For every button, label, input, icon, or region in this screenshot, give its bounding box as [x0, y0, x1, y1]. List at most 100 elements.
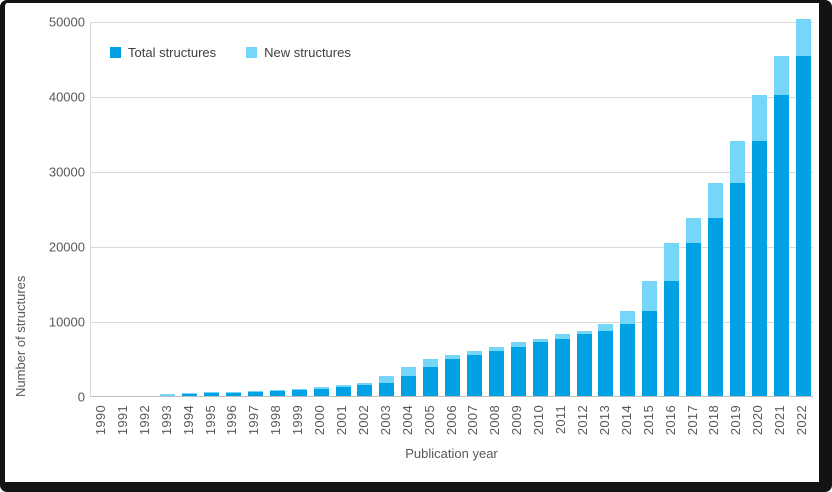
bar-new-segment — [532, 339, 548, 343]
bar-new-segment — [225, 391, 241, 393]
gridline — [91, 246, 813, 248]
x-tick-label: 2019 — [728, 405, 744, 436]
bar-new-segment — [488, 347, 504, 351]
x-tick-label: 1995 — [202, 405, 218, 436]
x-axis-title: Publication year — [405, 446, 498, 461]
bar-total-segment — [247, 391, 263, 396]
bar-new-segment — [598, 324, 614, 331]
bar-new-segment — [313, 387, 329, 389]
x-tick-label: 2011 — [553, 405, 569, 435]
legend: Total structures New structures — [110, 45, 351, 60]
bar-total-segment — [620, 324, 636, 396]
x-tick-label: 1996 — [224, 405, 240, 436]
x-tick-label: 2001 — [333, 405, 349, 436]
x-tick-label: 2007 — [465, 405, 481, 436]
bar-new-segment — [773, 56, 789, 95]
bar-new-segment — [664, 242, 680, 281]
x-tick-label: 1993 — [158, 405, 174, 436]
bar-total-segment — [401, 375, 417, 396]
x-tick-label: 1991 — [114, 405, 130, 436]
bar-total-segment — [510, 347, 526, 396]
bar-total-segment — [598, 330, 614, 396]
bar-new-segment — [642, 280, 658, 311]
bar-new-segment — [247, 390, 263, 392]
bar-new-segment — [423, 358, 439, 368]
x-tick-label: 2014 — [618, 405, 634, 436]
x-tick-label: 2000 — [312, 405, 328, 436]
bar-new-segment — [401, 367, 417, 376]
x-tick-label: 2022 — [794, 405, 810, 436]
x-tick-label: 1998 — [268, 405, 284, 436]
bar-total-segment — [707, 217, 723, 396]
gridline — [91, 171, 813, 173]
x-tick-label: 2009 — [509, 405, 525, 436]
bar-new-segment — [445, 354, 460, 359]
y-axis-tick-labels: 0 10000 20000 30000 40000 50000 — [5, 15, 85, 405]
bar-new-segment — [620, 310, 636, 324]
bar-new-segment — [510, 342, 526, 348]
x-tick-label: 2018 — [706, 405, 722, 436]
y-tick-label: 0 — [77, 389, 85, 405]
x-tick-label: 2017 — [684, 405, 700, 436]
legend-label-new: New structures — [264, 45, 351, 60]
x-tick-label: 2016 — [662, 405, 678, 436]
bar-total-segment — [751, 141, 767, 396]
bar-total-segment — [182, 394, 198, 396]
x-tick-label: 2012 — [574, 405, 590, 436]
bar-new-segment — [291, 388, 307, 390]
legend-item-new: New structures — [246, 45, 351, 60]
x-tick-label: 2003 — [377, 405, 393, 436]
y-tick-label: 20000 — [48, 239, 85, 255]
bar-new-segment — [182, 393, 198, 394]
bar-new-segment — [466, 350, 482, 355]
y-tick-label: 10000 — [48, 314, 85, 330]
x-tick-label: 1990 — [92, 405, 108, 436]
bar-total-segment — [291, 389, 307, 396]
bar-total-segment — [664, 280, 680, 396]
gridline — [91, 96, 813, 98]
bar-new-segment — [707, 182, 723, 218]
bar-total-segment — [313, 388, 329, 396]
bar-total-segment — [423, 367, 439, 396]
legend-swatch-new-icon — [246, 47, 258, 58]
bar-total-segment — [532, 342, 548, 396]
gridline — [91, 321, 813, 323]
gridline — [91, 21, 813, 23]
x-tick-label: 2015 — [640, 405, 656, 436]
bar-total-segment — [773, 94, 789, 396]
x-tick-label: 1992 — [136, 405, 152, 436]
bar-total-segment — [466, 354, 482, 396]
y-tick-label: 40000 — [48, 89, 85, 105]
x-tick-label: 2008 — [487, 405, 503, 436]
bar-new-segment — [751, 94, 767, 142]
legend-swatch-total-icon — [110, 47, 121, 58]
x-tick-label: 2006 — [443, 405, 459, 436]
x-tick-label: 2013 — [596, 405, 612, 436]
bar-total-segment — [729, 182, 745, 396]
bar-total-segment — [576, 334, 592, 396]
bar-total-segment — [686, 242, 701, 396]
bar-new-segment — [160, 394, 176, 396]
plot-area — [90, 19, 813, 397]
bar-total-segment — [379, 383, 395, 396]
x-tick-label: 2004 — [399, 405, 415, 436]
x-tick-label: 2002 — [355, 405, 371, 436]
x-tick-label: 2021 — [772, 405, 788, 436]
x-axis-tick-labels: 1990 1991 1992 1993 1994 1995 1996 1997 1998 1999… — [90, 403, 813, 445]
bar-total-segment — [488, 350, 504, 396]
legend-item-total: Total structures — [110, 45, 216, 60]
bar-new-segment — [269, 389, 285, 391]
x-tick-label: 2010 — [531, 405, 547, 436]
bar-total-segment — [335, 387, 351, 396]
x-tick-label: 1999 — [290, 405, 306, 436]
bar-total-segment — [642, 310, 658, 396]
bar-total-segment — [445, 358, 460, 396]
bar-new-segment — [357, 383, 373, 386]
bar-total-segment — [225, 392, 241, 396]
bar-new-segment — [554, 334, 570, 339]
bar-new-segment — [576, 330, 592, 335]
bar-total-segment — [269, 390, 285, 396]
bar-new-segment — [729, 141, 745, 183]
bar-new-segment — [379, 375, 395, 384]
